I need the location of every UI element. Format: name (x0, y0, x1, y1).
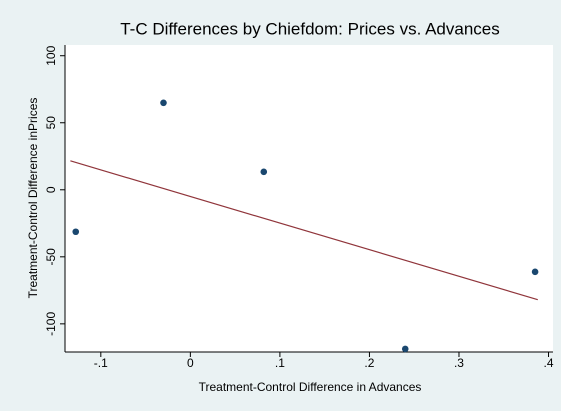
x-tick-label: .3 (454, 356, 464, 370)
x-axis-label: Treatment-Control Difference in Advances (199, 380, 422, 394)
scatter-point (260, 168, 268, 176)
chart-title: T-C Differences by Chiefdom: Prices vs. … (120, 19, 500, 38)
scatter-point (401, 345, 409, 353)
scatter-point (531, 268, 539, 276)
y-tick-label: -50 (44, 248, 58, 266)
y-axis-label: Treatment-Control Difference inPrices (26, 98, 40, 299)
y-tick-label: 100 (44, 45, 58, 65)
scatter-point (72, 228, 80, 236)
x-tick-label: -.1 (94, 356, 108, 370)
y-tick-label: 50 (44, 116, 58, 130)
plot-area (65, 45, 553, 352)
y-tick-label: 0 (44, 186, 58, 193)
scatter-point (160, 99, 167, 107)
y-tick-label: -100 (44, 312, 58, 336)
x-tick-label: 0 (187, 356, 194, 370)
x-tick-label: .1 (275, 356, 285, 370)
x-tick-label: .2 (364, 356, 374, 370)
x-tick-label: .4 (544, 356, 554, 370)
fit-line (70, 160, 538, 301)
